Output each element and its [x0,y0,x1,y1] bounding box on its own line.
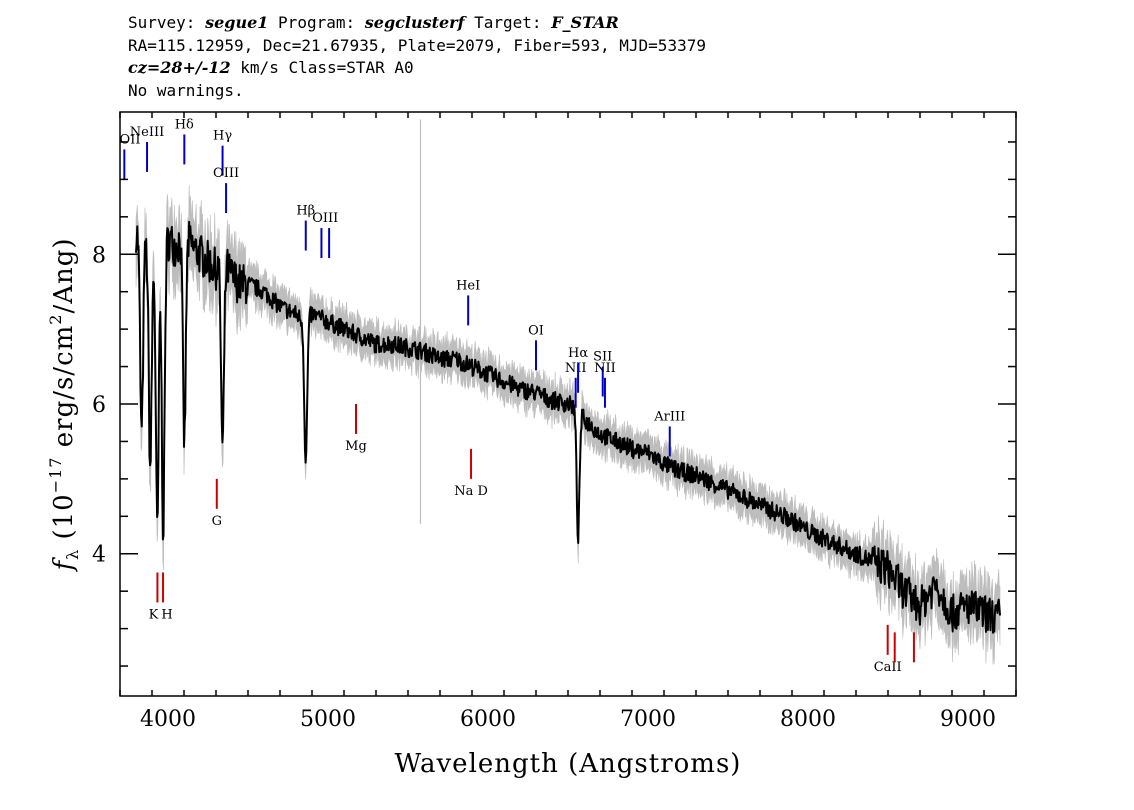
y-label-sub: λ [63,549,82,560]
line-label: Mg [345,439,367,454]
y-label-f: f [49,557,79,573]
y-tick-label: 8 [92,243,106,268]
line-label: NII [565,361,587,376]
y-label-post: /Ang) [49,237,79,313]
header-line-2: RA=115.12959, Dec=21.67935, Plate=2079, … [128,35,706,55]
axis-ticks: 4000 5000 6000 7000 8000 9000 4 6 8 [92,112,1017,732]
line-label: OIII [312,211,338,226]
flux-line [135,220,1001,634]
line-label: NII [594,361,616,376]
line-label: G [212,514,222,529]
x-tick-label: 7000 [620,707,676,732]
redshift-value: cz=28+/-12 [128,58,231,77]
x-tick-label: 8000 [780,707,836,732]
line-label: OIII [213,166,239,181]
line-label: OII [120,132,141,147]
line-label: Hα [568,346,588,361]
survey-label: Survey: [128,13,196,32]
target-label: Target: [474,13,542,32]
y-axis-label: fλ (10−17 erg/s/cm2/Ang) [46,237,82,572]
survey-value: segue1 [205,13,269,32]
header-line-4: No warnings. [128,80,244,100]
line-label: Hβ [296,204,315,219]
y-label-exp1: −17 [46,457,65,494]
line-label: CaII [874,660,902,675]
y-label-pre: (10 [49,493,79,549]
error-band [135,119,1001,665]
y-label-exp2: 2 [46,314,65,325]
line-label: SII [593,350,612,365]
line-label: Hγ [213,129,232,144]
line-label: Na D [454,484,488,499]
line-label: OI [528,323,544,338]
program-value: segclusterf [364,13,465,32]
x-axis-label: Wavelength (Angstroms) [395,749,742,779]
x-tick-label: 5000 [300,707,356,732]
line-label: H [161,607,172,622]
target-value: F_STAR [551,13,619,32]
header-line-3: cz=28+/-12 km/s Class=STAR A0 [128,57,706,80]
header-line-1: Survey: segue1 Program: segclusterf Targ… [128,12,706,35]
program-label: Program: [278,13,356,32]
x-tick-label: 4000 [140,707,196,732]
class-value: km/s Class=STAR A0 [230,58,414,77]
x-tick-label: 9000 [940,707,996,732]
y-label-mid: erg/s/cm [49,325,79,457]
error-band-area [135,184,1001,665]
line-label: K [149,607,159,622]
flux-series [135,220,1001,634]
line-label: ArIII [653,409,685,424]
y-tick-label: 6 [92,393,106,418]
y-tick-label: 4 [92,543,106,568]
line-label: HeI [456,278,480,293]
line-label: NeIII [130,125,164,140]
x-tick-label: 6000 [460,707,516,732]
spectrum-header: Survey: segue1 Program: segclusterf Targ… [128,12,706,102]
line-label: Hδ [175,117,194,132]
